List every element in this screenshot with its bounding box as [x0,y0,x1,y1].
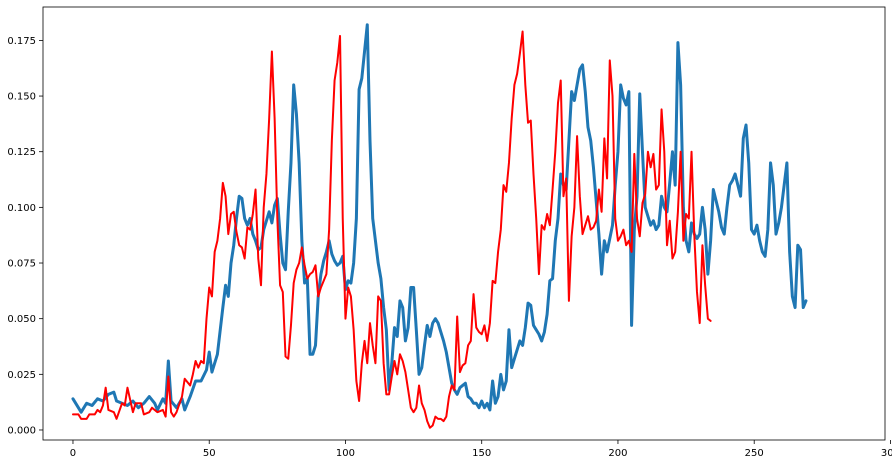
y-tick-label: 0.175 [7,36,36,47]
x-tick-label: 200 [608,448,627,459]
x-tick-label: 50 [203,448,216,459]
x-tick-label: 0 [70,448,76,459]
y-tick-label: 0.050 [7,314,36,325]
y-tick-label: 0.100 [7,203,36,214]
series-layer [71,23,808,429]
x-tick-label: 150 [472,448,491,459]
x-tick-label: 300 [881,448,892,459]
y-tick-label: 0.150 [7,92,36,103]
y-tick-label: 0.075 [7,259,36,270]
x-tick-label: 250 [745,448,764,459]
x-tick-label: 100 [336,448,355,459]
series-line-2 [71,30,712,429]
x-axis: 0 50 100 150 200 250 300 [70,440,892,459]
y-axis: 0.000 0.025 0.050 0.075 0.100 0.125 0.150 0.175 [7,36,43,436]
y-tick-label: 0.000 [7,425,36,436]
plot-frame [42,6,886,441]
y-tick-label: 0.125 [7,147,36,158]
y-tick-label: 0.025 [7,370,36,381]
